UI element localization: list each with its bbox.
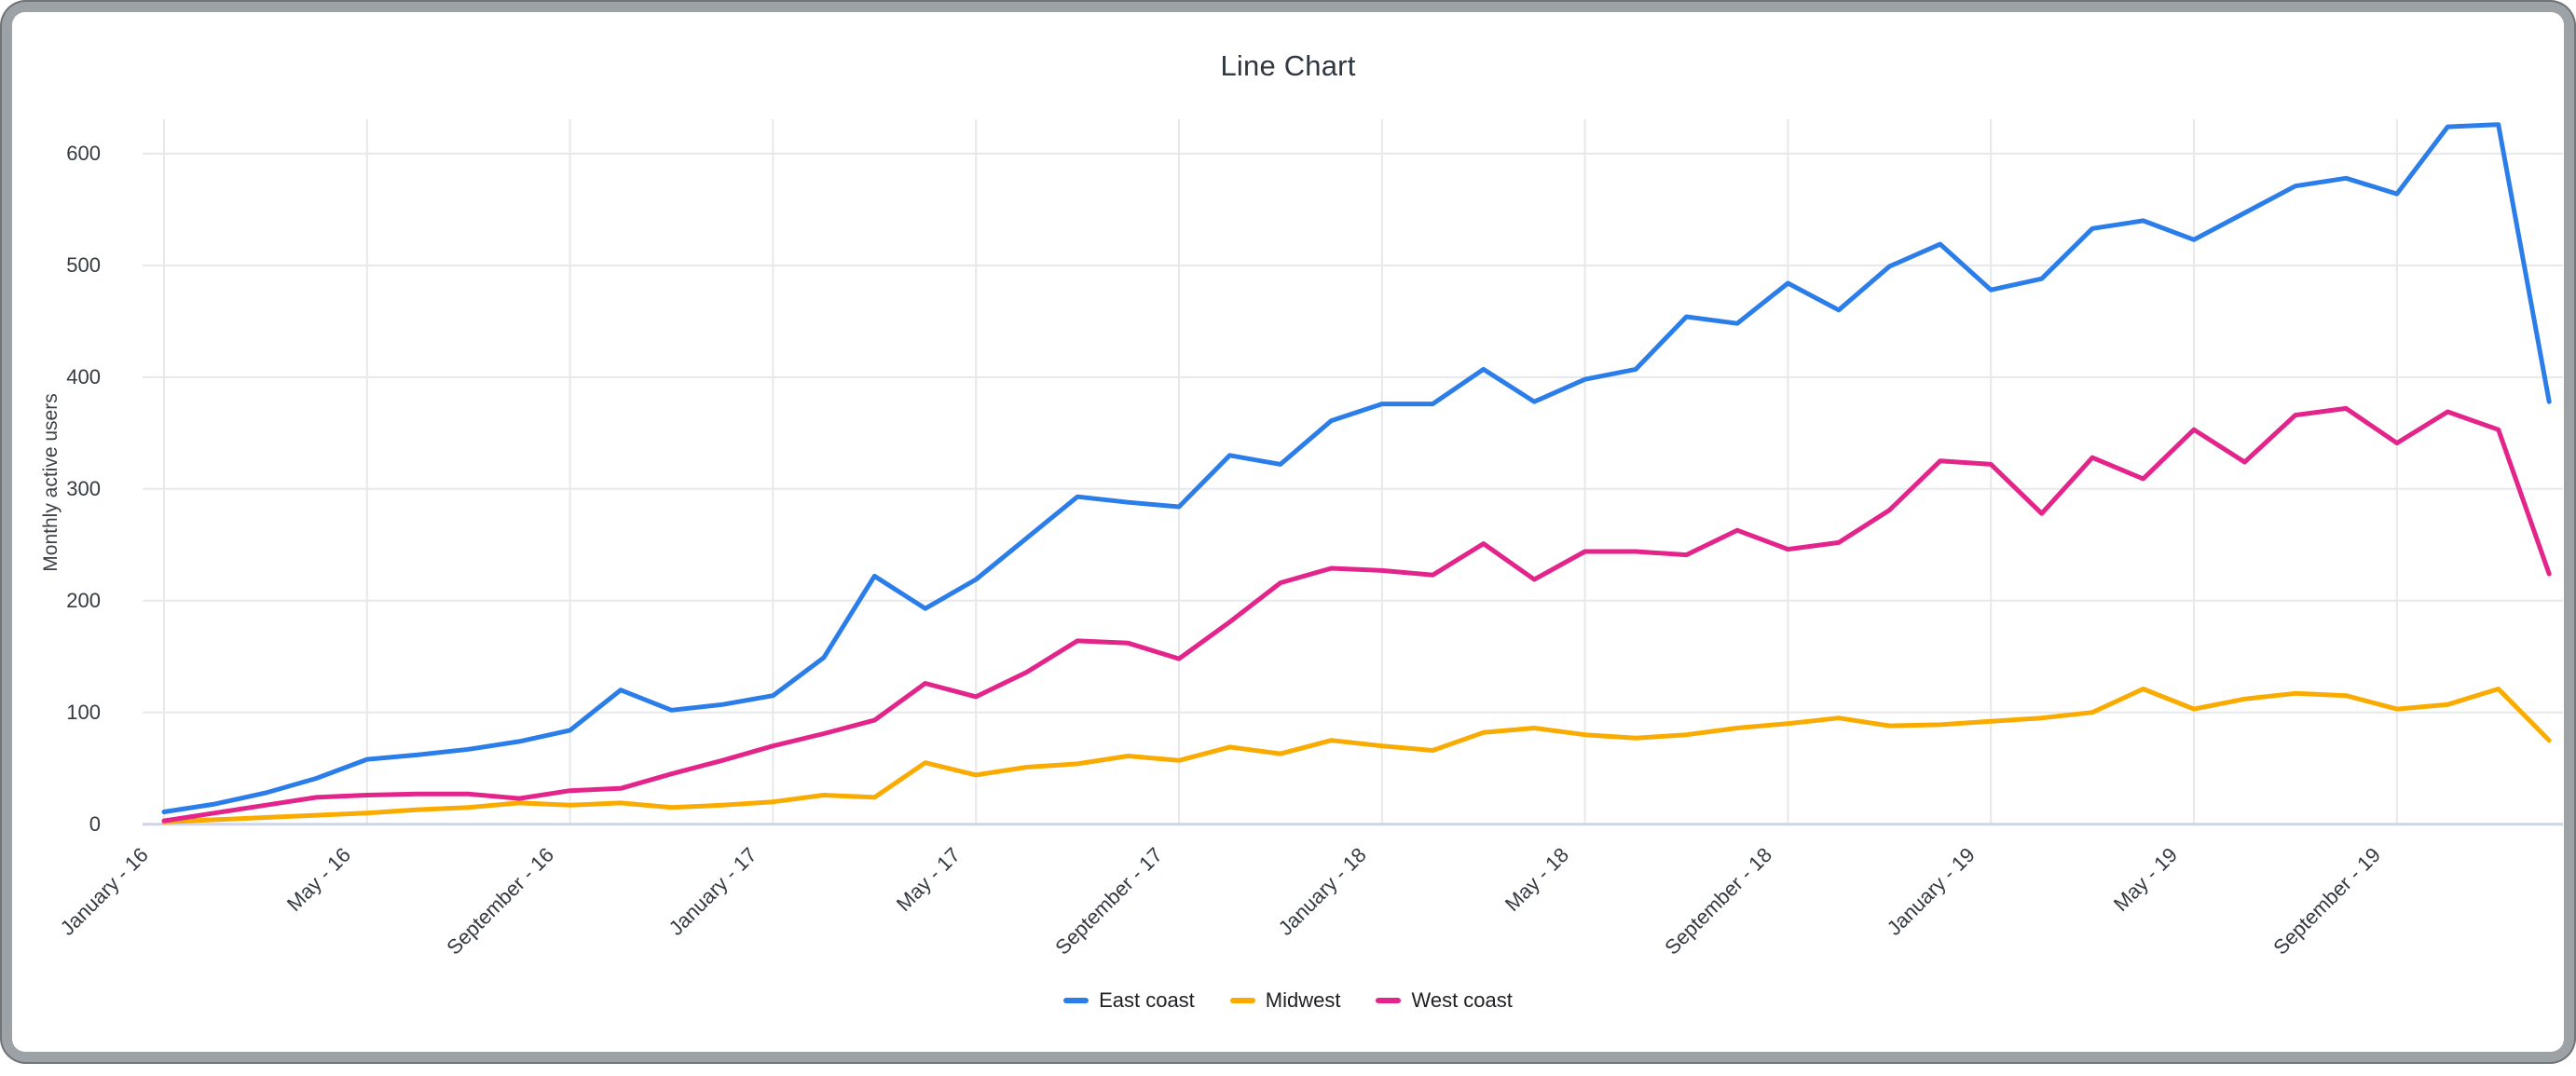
- line-series-midwest: [161, 687, 2552, 824]
- east-coast-line-swatch: [1063, 998, 1089, 1003]
- legend-item-east-coast[interactable]: East coast: [1063, 988, 1195, 1013]
- line-series-west-coast: [161, 405, 2552, 824]
- legend-label-east-coast: East coast: [1099, 988, 1195, 1012]
- legend-item-west-coast[interactable]: West coast: [1376, 988, 1513, 1013]
- chart-card: Line Chart Monthly active users 0 100 200 3…: [12, 12, 2564, 1052]
- legend-label-midwest: Midwest: [1265, 988, 1341, 1012]
- midwest-line-swatch: [1229, 998, 1255, 1003]
- y-tick-label-600: 600: [66, 141, 101, 165]
- legend-item-midwest[interactable]: Midwest: [1229, 988, 1341, 1013]
- chart-title: Line Chart: [1220, 49, 1356, 82]
- plot-area: [143, 119, 2563, 826]
- y-tick-label-400: 400: [66, 364, 101, 388]
- y-tick-label-200: 200: [66, 588, 101, 612]
- y-tick-label-500: 500: [66, 252, 101, 277]
- y-tick-label-0: 0: [89, 811, 101, 836]
- west-coast-line-swatch: [1376, 998, 1402, 1003]
- y-tick-label-100: 100: [66, 700, 101, 724]
- line-series-east-coast: [161, 122, 2552, 814]
- legend-label-west-coast: West coast: [1411, 988, 1513, 1012]
- legend: East coast Midwest West coast: [12, 988, 2564, 1013]
- y-tick-label-300: 300: [66, 476, 101, 500]
